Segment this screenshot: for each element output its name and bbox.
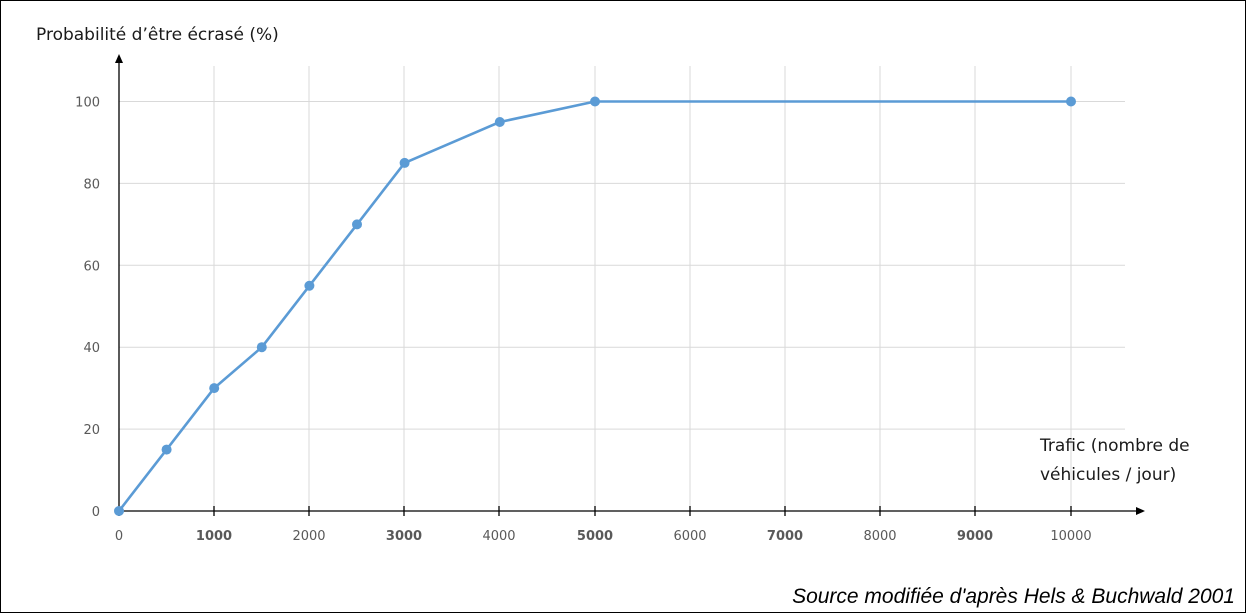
data-point — [352, 219, 362, 229]
x-tick-label: 5000 — [577, 529, 613, 544]
x-tick-label: 2000 — [292, 529, 325, 544]
x-tick-label: 4000 — [482, 529, 515, 544]
x-tick-label: 7000 — [767, 529, 803, 544]
x-tick-label: 10000 — [1050, 529, 1091, 544]
data-point — [209, 383, 219, 393]
data-point — [400, 158, 410, 168]
x-tick-label: 8000 — [863, 529, 896, 544]
y-tick-label: 100 — [75, 96, 100, 111]
data-point — [162, 445, 172, 455]
y-tick-label: 80 — [83, 177, 100, 192]
y-axis-arrow — [115, 54, 123, 63]
data-point — [304, 281, 314, 291]
tick-labels: 0204060801000100020003000400050006000700… — [75, 96, 1092, 545]
data-point — [495, 117, 505, 127]
x-tick-label: 9000 — [957, 529, 993, 544]
x-axis-title-line-1: Trafic (nombre de — [1039, 436, 1190, 456]
axes — [115, 54, 1145, 516]
data-point — [114, 506, 124, 516]
y-tick-label: 60 — [83, 259, 100, 274]
y-axis-title: Probabilité d’être écrasé (%) — [36, 25, 279, 45]
y-tick-label: 0 — [92, 505, 100, 520]
x-axis-title-line-2: véhicules / jour) — [1040, 465, 1176, 485]
data-point — [590, 97, 600, 107]
x-tick-label: 1000 — [196, 529, 232, 544]
x-tick-label: 6000 — [673, 529, 706, 544]
y-tick-label: 20 — [83, 423, 100, 438]
x-axis-arrow — [1136, 507, 1145, 515]
data-point — [257, 342, 267, 352]
y-tick-label: 40 — [83, 341, 100, 356]
x-tick-label: 3000 — [386, 529, 422, 544]
data-point — [1066, 97, 1076, 107]
source-caption: Source modifiée d'après Hels & Buchwald … — [792, 585, 1235, 609]
gridlines — [119, 66, 1125, 511]
x-tick-label: 0 — [115, 529, 123, 544]
